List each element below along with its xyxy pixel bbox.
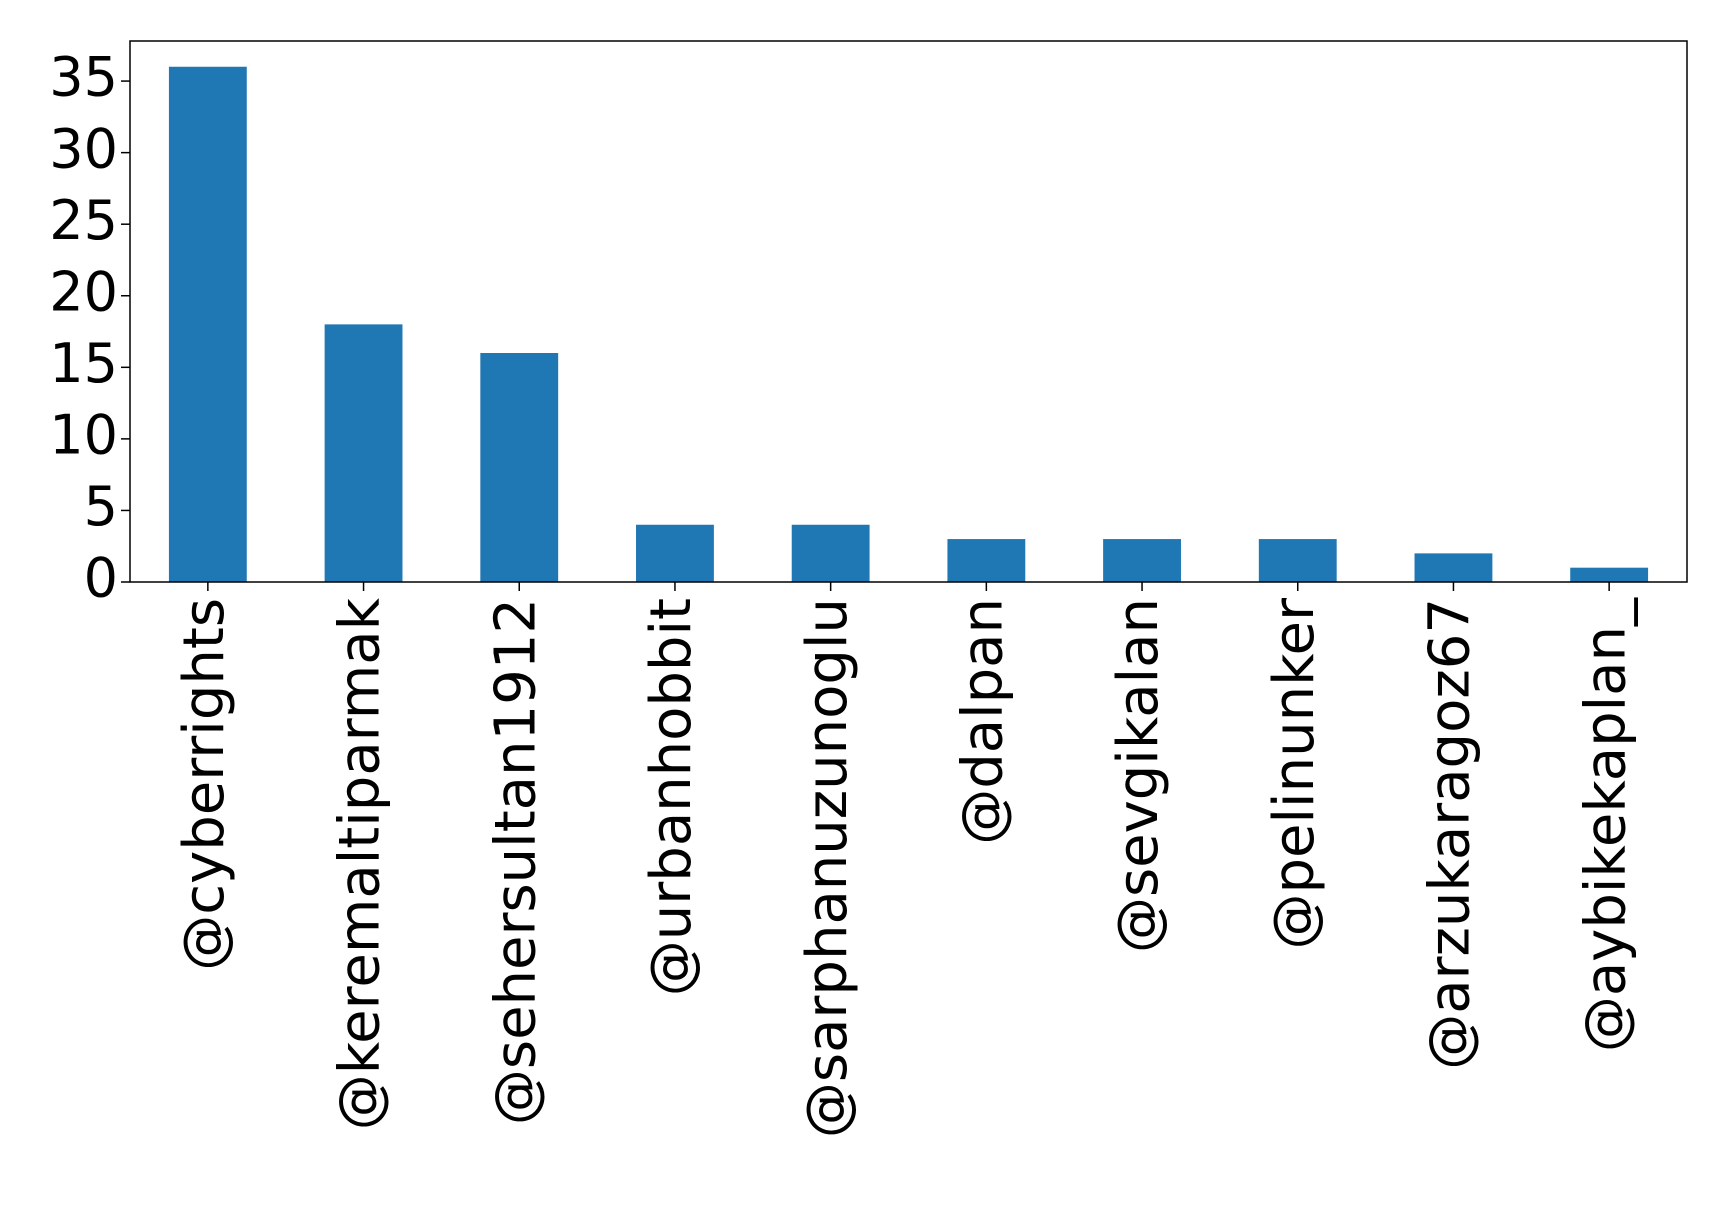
y-tick-label: 30 (49, 117, 118, 180)
bar (480, 353, 559, 582)
x-tick-label: @pelinunker (1262, 597, 1327, 949)
bar (636, 524, 714, 582)
x-tick-label: @sevgikalan (1106, 598, 1171, 953)
x-tick-label: @keremaltiparmak (328, 597, 393, 1130)
bar (1570, 567, 1649, 582)
bar (1258, 539, 1337, 582)
x-tick-label: @dalpan (950, 598, 1015, 845)
y-tick-label: 20 (49, 260, 118, 323)
bar (1103, 539, 1181, 582)
y-tick-label: 25 (49, 189, 118, 252)
plot-frame (129, 40, 1688, 583)
y-tick-label: 35 (49, 46, 118, 109)
x-tick-label: @urbanhobbit (639, 598, 704, 996)
bar (947, 539, 1026, 582)
x-tick-label: @sehersultan1912 (483, 598, 548, 1125)
y-tick-label: 15 (49, 332, 118, 395)
x-tick-label: @cyberrights (172, 598, 237, 971)
y-tick-label: 5 (84, 475, 118, 538)
x-tick-label: @aybikekaplan_ (1573, 597, 1638, 1052)
bar (1414, 553, 1493, 582)
bar (791, 524, 870, 582)
y-tick-label: 0 (84, 547, 118, 610)
y-tick-label: 10 (49, 404, 118, 467)
x-tick-label: @sarphanuzunoglu (795, 598, 860, 1138)
bar (168, 66, 247, 582)
bar (324, 324, 403, 582)
x-tick-label: @arzukaragoz67 (1418, 598, 1483, 1070)
